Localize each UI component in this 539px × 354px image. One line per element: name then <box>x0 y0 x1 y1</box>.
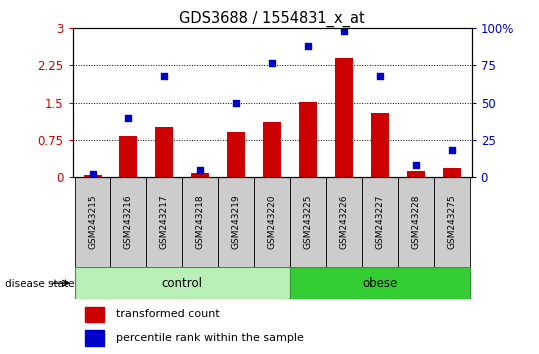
Bar <box>218 177 254 267</box>
Bar <box>182 177 218 267</box>
Point <box>268 60 277 65</box>
Text: GSM243217: GSM243217 <box>160 195 169 250</box>
Text: GSM243216: GSM243216 <box>124 195 133 250</box>
Point <box>160 73 169 79</box>
Point <box>340 28 348 34</box>
Text: disease state: disease state <box>5 279 75 289</box>
Point <box>376 73 384 79</box>
Text: GSM243227: GSM243227 <box>376 195 384 249</box>
Bar <box>335 58 353 177</box>
Bar <box>147 177 182 267</box>
Bar <box>407 171 425 177</box>
Text: GSM243218: GSM243218 <box>196 195 205 250</box>
Text: GSM243220: GSM243220 <box>268 195 277 249</box>
Bar <box>74 267 290 299</box>
Point <box>447 147 456 153</box>
Bar <box>371 113 389 177</box>
Text: GSM243225: GSM243225 <box>303 195 313 249</box>
Point <box>304 43 313 49</box>
Point <box>88 171 97 177</box>
Bar <box>191 173 209 177</box>
Bar <box>227 132 245 177</box>
Bar <box>290 267 470 299</box>
Point <box>124 115 133 120</box>
Text: GSM243219: GSM243219 <box>232 195 241 250</box>
Bar <box>85 307 104 322</box>
Text: control: control <box>162 277 203 290</box>
Point <box>232 100 240 105</box>
Bar <box>362 177 398 267</box>
Bar <box>74 177 110 267</box>
Bar <box>254 177 290 267</box>
Text: GSM243215: GSM243215 <box>88 195 97 250</box>
Text: percentile rank within the sample: percentile rank within the sample <box>116 333 303 343</box>
Point <box>412 162 420 168</box>
Text: transformed count: transformed count <box>116 309 219 320</box>
Bar <box>299 102 317 177</box>
Text: GSM243228: GSM243228 <box>411 195 420 249</box>
Bar <box>85 330 104 346</box>
Text: obese: obese <box>362 277 398 290</box>
Bar <box>443 168 461 177</box>
Bar <box>290 177 326 267</box>
Text: GSM243275: GSM243275 <box>447 195 457 250</box>
Text: GSM243226: GSM243226 <box>340 195 349 249</box>
Bar <box>398 177 434 267</box>
Point <box>196 167 205 172</box>
Bar <box>263 122 281 177</box>
Bar <box>110 177 147 267</box>
Bar <box>434 177 470 267</box>
Title: GDS3688 / 1554831_x_at: GDS3688 / 1554831_x_at <box>179 11 365 27</box>
Bar <box>120 136 137 177</box>
Bar <box>155 127 174 177</box>
Bar <box>84 175 101 177</box>
Bar <box>326 177 362 267</box>
